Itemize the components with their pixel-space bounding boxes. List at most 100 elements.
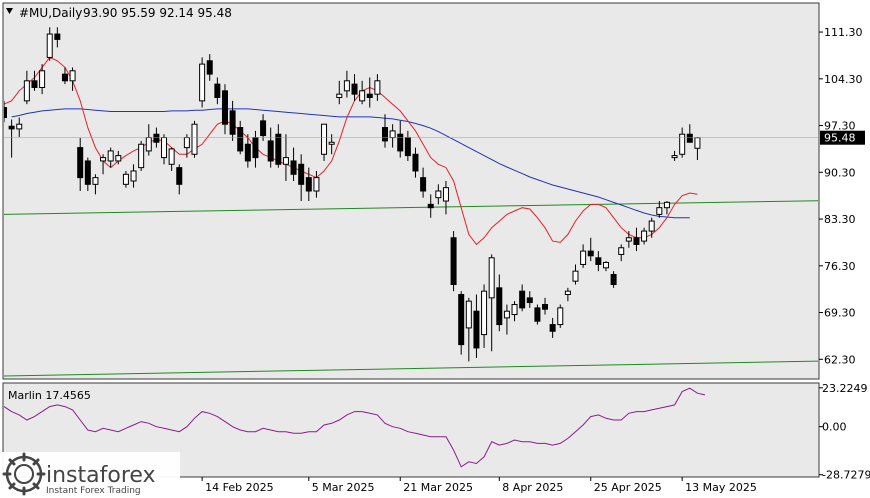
candle[interactable] [496, 274, 503, 332]
candle[interactable] [435, 184, 442, 205]
candle[interactable] [69, 67, 76, 91]
candle[interactable] [61, 67, 68, 85]
candle-body-bullish [663, 201, 670, 209]
candle[interactable] [54, 27, 61, 48]
oscillator-axis-label: -28.7279 [822, 469, 870, 482]
candle[interactable] [23, 70, 30, 105]
candle[interactable] [481, 284, 488, 348]
candle[interactable] [77, 137, 84, 191]
candle[interactable] [107, 147, 114, 168]
candle[interactable] [359, 80, 366, 105]
candle[interactable] [16, 117, 23, 137]
dropdown-triangle-icon[interactable] [6, 8, 13, 14]
candle[interactable] [663, 201, 670, 215]
slow-moving-average-line[interactable] [11, 108, 690, 219]
candle[interactable] [542, 297, 549, 315]
candle[interactable] [191, 120, 198, 158]
candle[interactable] [343, 70, 350, 98]
candle[interactable] [618, 244, 625, 262]
trendline-2[interactable] [4, 359, 870, 377]
candle[interactable] [671, 150, 678, 161]
candle[interactable] [100, 154, 107, 175]
price-axis-label: 69.30 [824, 307, 856, 320]
candle[interactable] [549, 317, 556, 338]
candle[interactable] [206, 54, 213, 81]
candle[interactable] [526, 291, 533, 308]
candle[interactable] [625, 231, 632, 248]
candle[interactable] [214, 77, 221, 105]
candle[interactable] [366, 77, 373, 108]
candle[interactable] [122, 170, 129, 188]
candle[interactable] [557, 304, 564, 328]
candle[interactable] [229, 100, 236, 141]
candle[interactable] [374, 74, 381, 101]
candle-body-bearish [305, 177, 312, 192]
candle[interactable] [641, 227, 648, 245]
candle[interactable] [595, 251, 602, 272]
candle[interactable] [275, 124, 282, 168]
candle[interactable] [602, 261, 609, 272]
candle-body-bullish [580, 250, 587, 265]
candle-body-bearish [290, 160, 297, 175]
candle[interactable] [656, 201, 663, 218]
candle-body-bullish [465, 300, 472, 329]
candle-body-bearish [31, 80, 38, 88]
candle[interactable] [84, 157, 91, 191]
candle[interactable] [686, 124, 693, 143]
candle[interactable] [610, 271, 617, 288]
candle[interactable] [465, 297, 472, 362]
candle[interactable] [488, 254, 495, 352]
candle[interactable] [305, 167, 312, 202]
candle-body-bullish [374, 80, 381, 95]
candle[interactable] [2, 100, 7, 123]
candle[interactable] [648, 217, 655, 238]
candle[interactable] [564, 287, 571, 302]
candle[interactable] [176, 164, 183, 195]
candle[interactable] [534, 304, 541, 325]
candle[interactable] [427, 194, 434, 218]
candle[interactable] [46, 27, 53, 61]
candle[interactable] [92, 174, 99, 195]
candle[interactable] [633, 227, 640, 252]
candle[interactable] [130, 164, 137, 188]
candle-body-bearish [206, 60, 213, 75]
candle[interactable] [397, 120, 404, 158]
candle[interactable] [336, 80, 343, 105]
candle[interactable] [115, 150, 122, 165]
candle[interactable] [282, 134, 289, 181]
candle[interactable] [8, 119, 15, 158]
candle[interactable] [351, 74, 358, 101]
candle[interactable] [580, 244, 587, 268]
candle[interactable] [221, 84, 228, 135]
candle[interactable] [267, 127, 274, 168]
candle[interactable] [313, 170, 320, 198]
candle[interactable] [458, 291, 465, 355]
candle[interactable] [260, 114, 267, 141]
candle[interactable] [39, 64, 46, 95]
candle[interactable] [511, 301, 518, 322]
watermark-tagline: Instant Forex Trading [46, 486, 141, 496]
price-pane[interactable] [2, 2, 820, 380]
candle[interactable] [199, 57, 206, 108]
candle[interactable] [244, 134, 251, 168]
candle[interactable] [298, 154, 305, 202]
candle[interactable] [420, 167, 427, 198]
candle[interactable] [168, 147, 175, 171]
candle[interactable] [31, 70, 38, 91]
marlin-oscillator-line[interactable] [4, 387, 706, 468]
current-price-badge [820, 130, 865, 145]
candle[interactable] [473, 294, 480, 358]
candle[interactable] [442, 180, 449, 215]
candle[interactable] [503, 304, 510, 335]
candle[interactable] [519, 284, 526, 312]
candle[interactable] [572, 264, 579, 285]
candle[interactable] [412, 147, 419, 178]
candle[interactable] [321, 123, 328, 161]
candle[interactable] [679, 127, 686, 158]
candle[interactable] [450, 231, 457, 292]
candle[interactable] [138, 140, 145, 171]
candle[interactable] [587, 237, 594, 262]
candle[interactable] [290, 147, 297, 181]
candle[interactable] [382, 114, 388, 148]
